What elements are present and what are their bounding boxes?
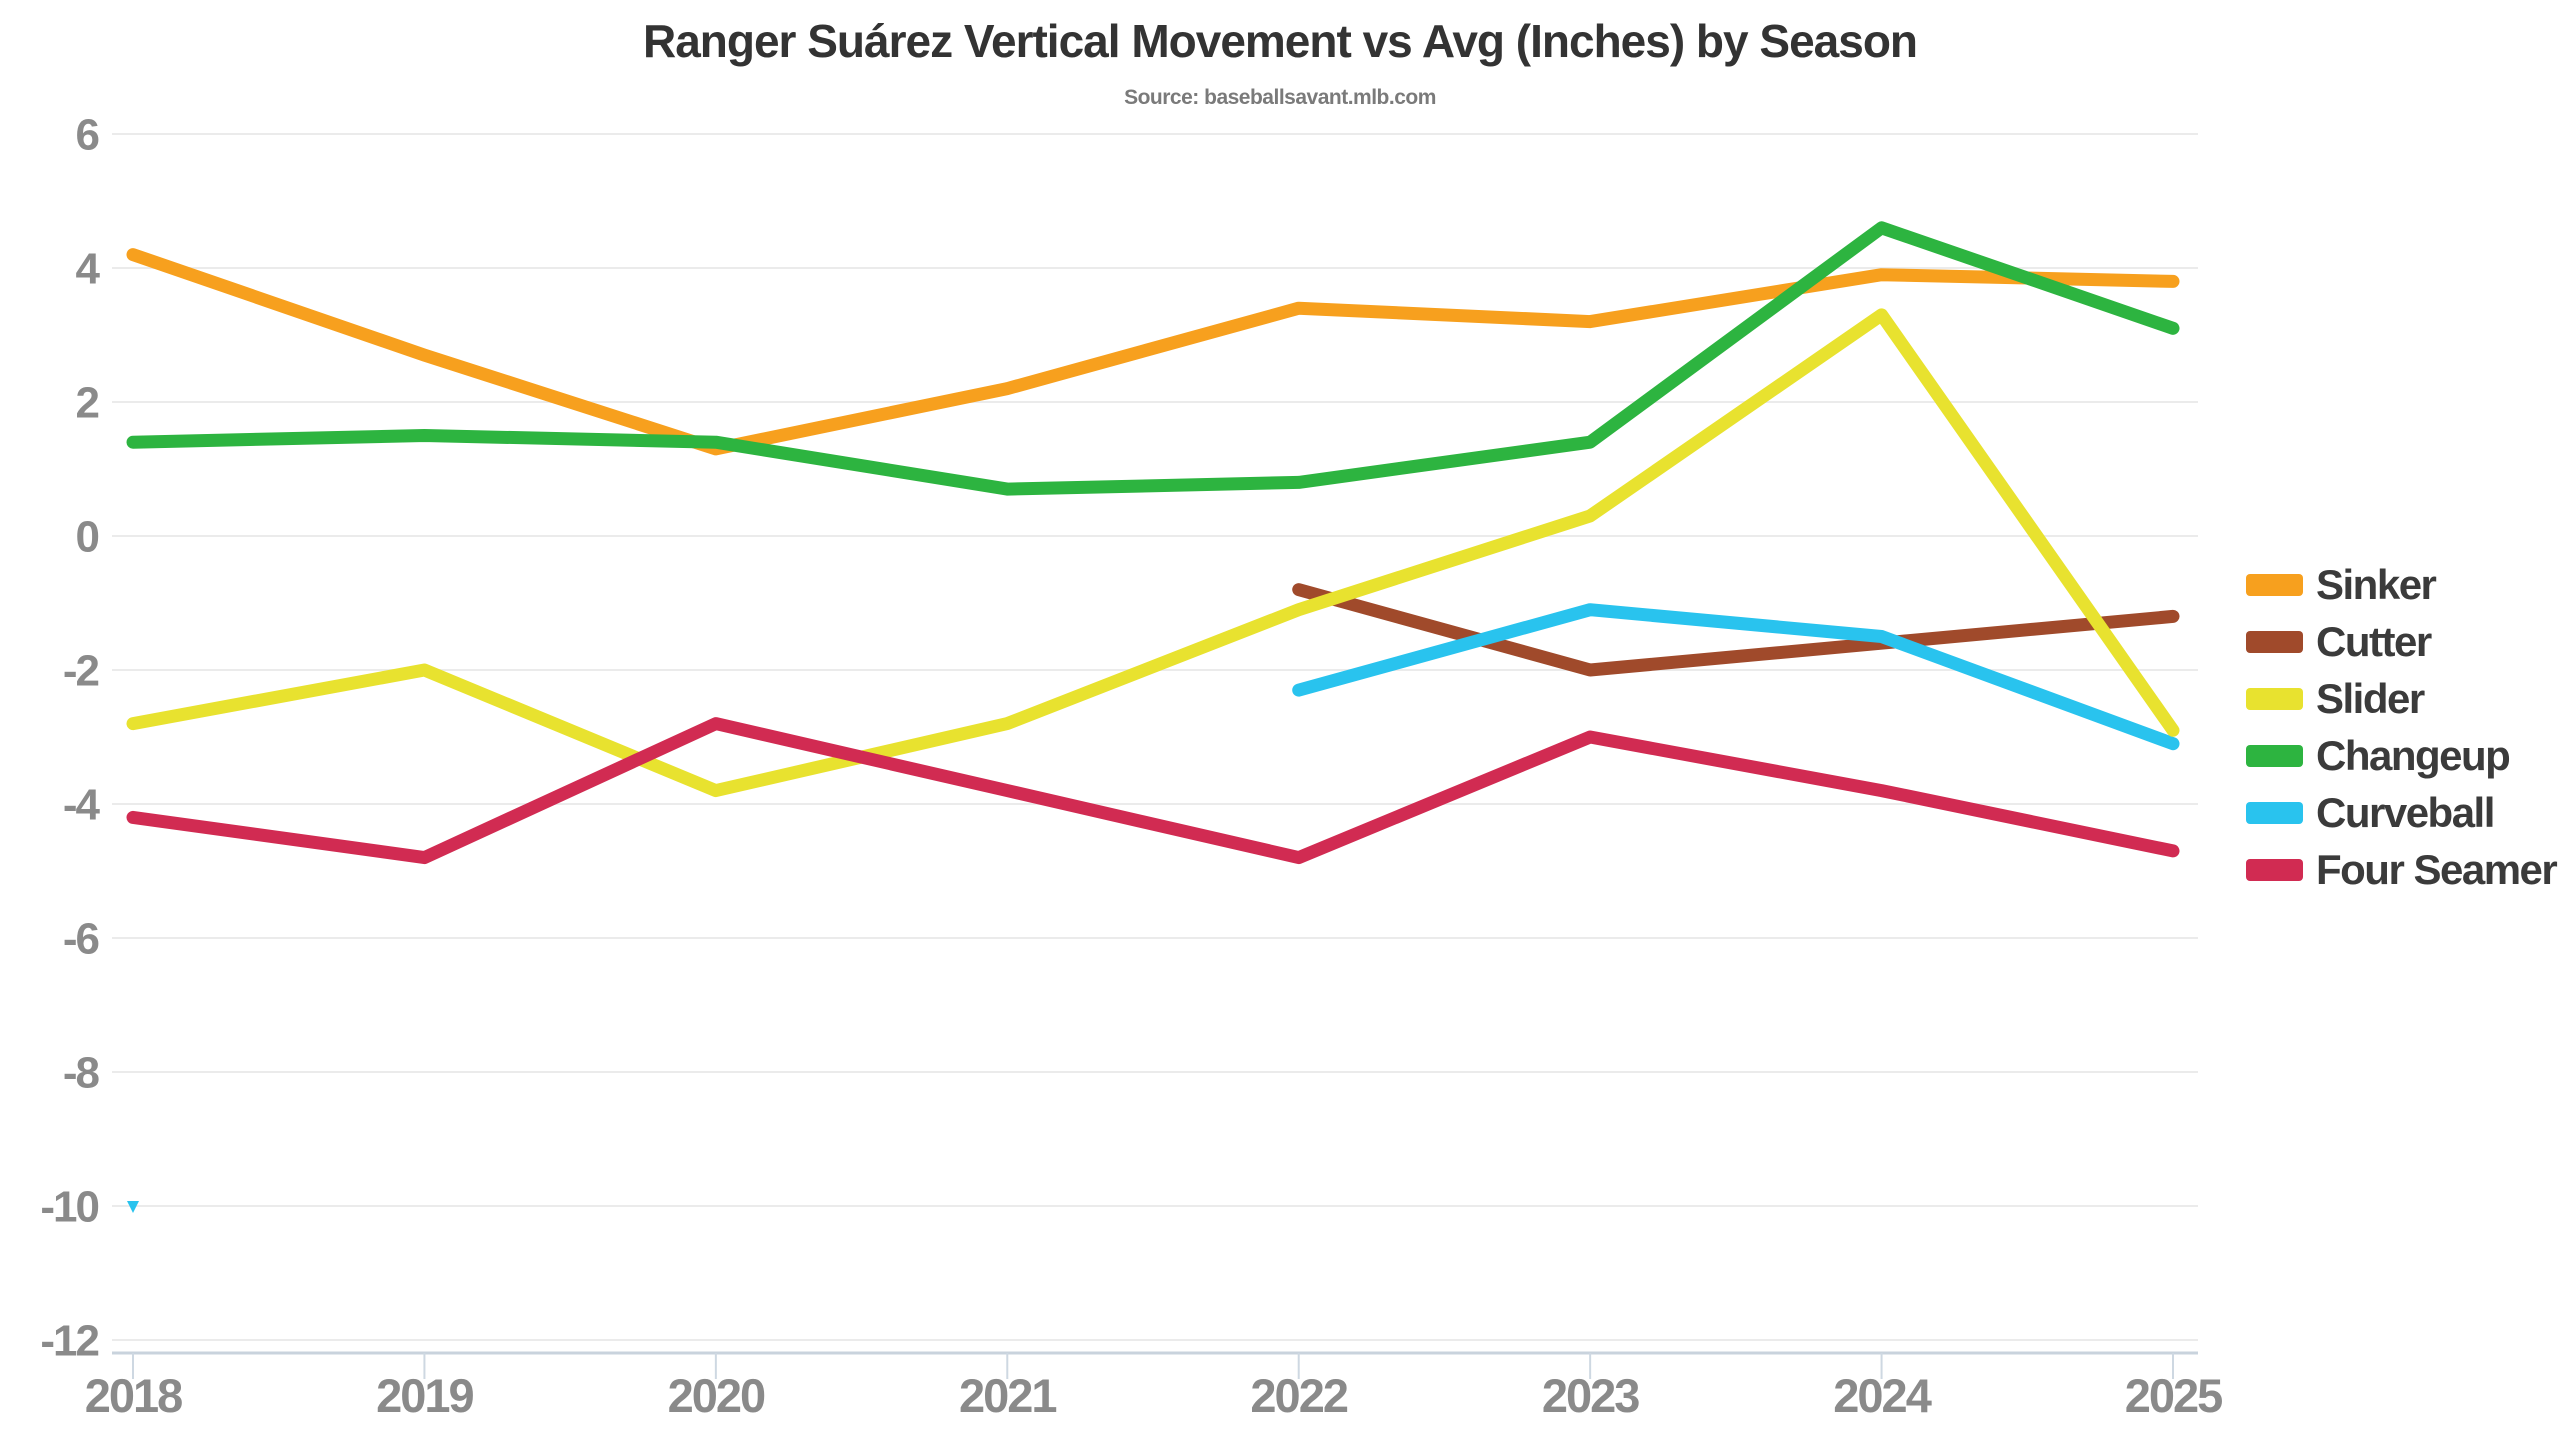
y-tick-label: 2 bbox=[76, 378, 99, 427]
x-tick-label: 2022 bbox=[1250, 1369, 1347, 1422]
legend-label: Changeup bbox=[2316, 731, 2511, 779]
chart-legend: Sinker Cutter Slider Changeup Curveball Four … bbox=[2246, 556, 2558, 898]
x-tick-label: 2021 bbox=[959, 1369, 1056, 1422]
legend-item-four-seamer: Four Seamer bbox=[2246, 841, 2558, 898]
x-tick-label: 2025 bbox=[2125, 1369, 2222, 1422]
y-tick-label: -2 bbox=[63, 646, 99, 695]
chart-title: Ranger Suárez Vertical Movement vs Avg (… bbox=[642, 15, 1918, 67]
legend-item-curveball: Curveball bbox=[2246, 784, 2556, 841]
series-line-changeup bbox=[126, 221, 2180, 496]
legend-swatch-cutter bbox=[2246, 630, 2303, 653]
series-line-sinker bbox=[126, 248, 2180, 456]
y-tick-label: 4 bbox=[76, 244, 101, 293]
series-line-slider bbox=[126, 308, 2180, 798]
legend-item-sinker: Sinker bbox=[2246, 556, 2556, 613]
series-line-cutter bbox=[1292, 583, 2180, 677]
series-line-four-seamer bbox=[126, 717, 2180, 865]
point-marker-curveball bbox=[127, 1201, 139, 1213]
legend-item-slider: Slider bbox=[2246, 670, 2556, 727]
chart-source: Source: baseballsavant.mlb.com bbox=[1124, 86, 1436, 109]
x-tick-label: 2019 bbox=[376, 1369, 473, 1422]
legend-swatch-slider bbox=[2246, 687, 2303, 710]
x-tick-label: 2020 bbox=[668, 1369, 765, 1422]
y-tick-label: -10 bbox=[40, 1182, 98, 1231]
y-tick-label: 0 bbox=[76, 512, 99, 561]
legend-swatch-changeup bbox=[2246, 744, 2303, 767]
y-tick-label: -6 bbox=[63, 914, 99, 963]
y-tick-label: -12 bbox=[40, 1316, 98, 1365]
legend-label: Sinker bbox=[2316, 560, 2437, 608]
x-tick-label: 2024 bbox=[1833, 1369, 1931, 1422]
legend-swatch-four-seamer bbox=[2246, 858, 2303, 881]
y-tick-label: 6 bbox=[76, 110, 99, 159]
legend-swatch-curveball bbox=[2246, 801, 2303, 824]
x-tick-label: 2018 bbox=[85, 1369, 182, 1422]
legend-item-changeup: Changeup bbox=[2246, 727, 2556, 784]
legend-label: Curveball bbox=[2316, 788, 2495, 836]
y-tick-label: -8 bbox=[63, 1048, 100, 1097]
legend-item-cutter: Cutter bbox=[2246, 613, 2556, 670]
legend-label: Cutter bbox=[2316, 617, 2432, 665]
legend-swatch-sinker bbox=[2246, 573, 2303, 596]
legend-label: Slider bbox=[2316, 674, 2425, 722]
legend-label: Four Seamer bbox=[2316, 845, 2558, 893]
x-tick-label: 2023 bbox=[1542, 1369, 1639, 1422]
series-line-curveball bbox=[1292, 603, 2180, 751]
y-tick-label: -4 bbox=[63, 780, 101, 829]
